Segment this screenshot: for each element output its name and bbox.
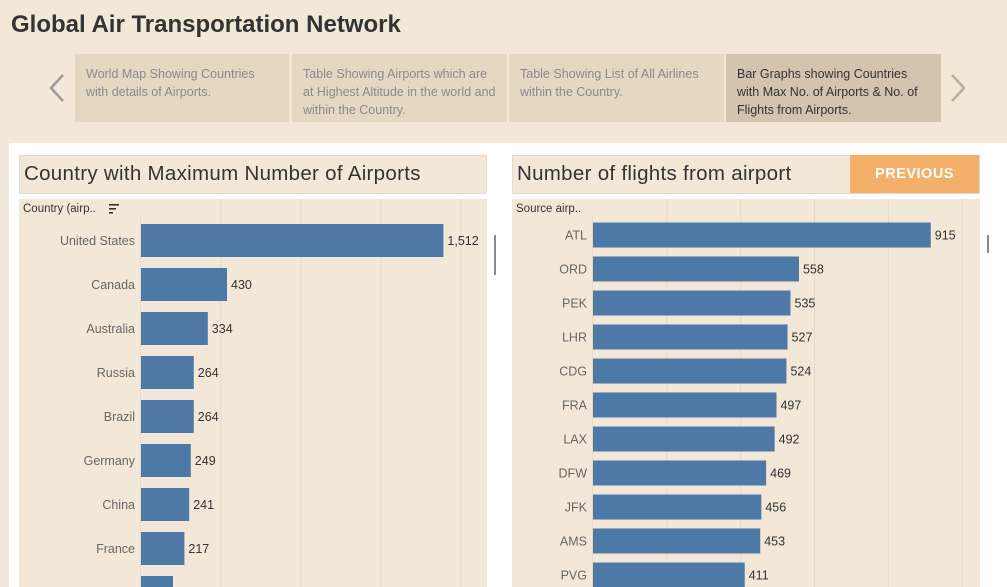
airport-flights-chart[interactable]: ATL 915 ORD 558 PEK 535 LHR 527 CDG 524 FRA 497 LAX 4…	[512, 199, 980, 587]
left-scroll-thumb[interactable]	[494, 235, 496, 275]
category-label: FRA	[562, 399, 588, 413]
bar[interactable]	[593, 528, 761, 554]
right-chart-area[interactable]: ATL 915 ORD 558 PEK 535 LHR 527 CDG 524 FRA 497 LAX 4…	[512, 199, 980, 587]
value-label: 249	[195, 454, 216, 468]
story-tab-label: World Map Showing Countries with details…	[86, 67, 255, 99]
story-tab-label: Table Showing Airports which are at High…	[303, 67, 496, 117]
story-tab-world-map[interactable]: World Map Showing Countries with details…	[75, 54, 289, 122]
value-label: 241	[193, 498, 214, 512]
value-label: 915	[935, 229, 956, 243]
sort-descending-icon[interactable]	[108, 203, 120, 215]
value-label: 430	[231, 278, 252, 292]
category-label: CDG	[559, 365, 587, 379]
value-label: 535	[795, 297, 816, 311]
category-label: LHR	[562, 331, 587, 345]
category-label: DFW	[559, 467, 588, 481]
category-label: ORD	[559, 263, 587, 277]
bar[interactable]	[593, 358, 787, 384]
country-airports-chart[interactable]: United States 1,512 Canada 430 Australia 334 R…	[19, 199, 487, 587]
category-label: AMS	[560, 535, 587, 549]
story-tab-bar-graphs[interactable]: Bar Graphs showing Countries with Max No…	[726, 54, 941, 122]
right-column-header[interactable]: Source airp..	[516, 203, 582, 215]
category-label: ATL	[565, 229, 587, 243]
left-panel-title: Country with Maximum Number of Airports	[19, 155, 487, 194]
bar[interactable]	[141, 356, 194, 389]
bar[interactable]	[141, 312, 208, 345]
value-label: 411	[749, 569, 769, 583]
story-prev-arrow[interactable]	[47, 72, 67, 104]
page-title: Global Air Transportation Network	[11, 11, 401, 38]
left-scrollbar[interactable]	[488, 199, 502, 587]
value-label: 334	[212, 322, 233, 336]
value-label: 264	[198, 410, 219, 424]
category-label: China	[102, 498, 135, 512]
bar[interactable]	[593, 392, 777, 418]
bar[interactable]	[141, 444, 191, 477]
value-label: 453	[764, 535, 785, 549]
chevron-right-icon	[951, 74, 966, 102]
value-label: 1,512	[447, 234, 478, 248]
bar[interactable]	[593, 324, 788, 350]
category-label: PEK	[562, 297, 588, 311]
bar[interactable]	[593, 426, 775, 452]
bar[interactable]	[141, 224, 444, 257]
previous-button[interactable]: PREVIOUS	[850, 155, 979, 193]
category-label: JFK	[565, 501, 588, 515]
category-label: Brazil	[104, 410, 135, 424]
bar[interactable]	[141, 532, 185, 565]
bar[interactable]	[593, 494, 762, 520]
bar[interactable]	[141, 488, 190, 521]
bar[interactable]	[593, 290, 791, 316]
story-next-arrow[interactable]	[948, 72, 968, 104]
chevron-left-icon	[49, 74, 64, 102]
value-label: 558	[803, 263, 824, 277]
category-label: France	[96, 542, 135, 556]
left-chart-area[interactable]: United States 1,512 Canada 430 Australia 334 R…	[19, 199, 487, 587]
right-scrollbar[interactable]	[981, 215, 995, 587]
story-tab-label: Table Showing List of All Airlines withi…	[520, 67, 699, 99]
value-label: 456	[765, 501, 786, 515]
right-scroll-thumb[interactable]	[987, 235, 989, 253]
category-label: LAX	[563, 433, 587, 447]
value-label: 527	[792, 331, 813, 345]
bar[interactable]	[141, 400, 194, 433]
category-label: Germany	[84, 454, 136, 468]
left-column-header[interactable]: Country (airp..	[23, 203, 96, 215]
bar[interactable]	[141, 268, 227, 301]
bar[interactable]	[593, 562, 745, 587]
story-tab-altitude-table[interactable]: Table Showing Airports which are at High…	[292, 54, 507, 122]
left-panel-title-text: Country with Maximum Number of Airports	[24, 162, 421, 185]
value-label: 469	[770, 467, 791, 481]
bar[interactable]	[593, 460, 767, 486]
category-label: Russia	[97, 366, 135, 380]
story-tab-airlines-table[interactable]: Table Showing List of All Airlines withi…	[509, 54, 724, 122]
category-label: Australia	[86, 322, 135, 336]
category-label: United States	[60, 234, 135, 248]
value-label: 264	[198, 366, 219, 380]
value-label: 492	[779, 433, 800, 447]
value-label: 217	[188, 542, 209, 556]
bar[interactable]	[593, 256, 799, 282]
story-tab-label: Bar Graphs showing Countries with Max No…	[737, 67, 918, 117]
bar-partial[interactable]	[141, 576, 173, 587]
right-panel-title-text: Number of flights from airport	[517, 162, 792, 185]
category-label: Canada	[91, 278, 135, 292]
bar[interactable]	[593, 222, 931, 248]
value-label: 524	[790, 365, 811, 379]
value-label: 497	[780, 399, 801, 413]
category-label: PVG	[561, 569, 587, 583]
